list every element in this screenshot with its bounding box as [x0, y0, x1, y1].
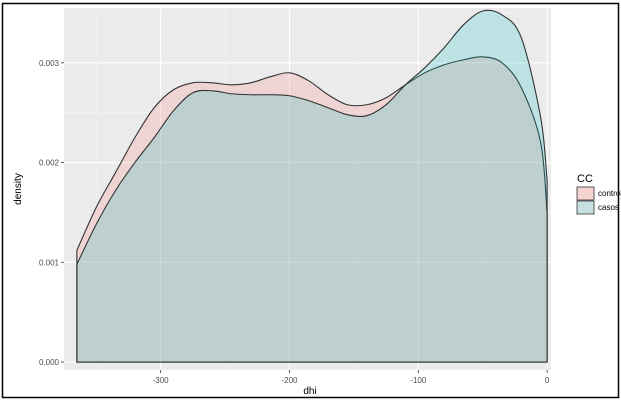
- x-axis-title: dhi: [303, 386, 316, 397]
- x-tick-label: -100: [410, 376, 427, 385]
- legend-key-control: [576, 186, 595, 201]
- x-tick-label: -300: [153, 376, 170, 385]
- y-tick-label: 0.002: [39, 159, 60, 168]
- x-axis: -300 -200 -100 0: [153, 370, 550, 385]
- y-axis-title: density: [13, 173, 24, 205]
- density-areas: [76, 9, 548, 363]
- plot-panel: [64, 8, 551, 370]
- x-tick-label: 0: [545, 376, 550, 385]
- y-tick-label: 0.003: [39, 59, 60, 68]
- x-tick-label: -200: [281, 376, 298, 385]
- y-tick-label: 0.001: [39, 258, 60, 267]
- legend-title: CC: [577, 173, 593, 185]
- y-axis: 0.000 0.001 0.002 0.003: [39, 59, 64, 367]
- legend-key-casos: [576, 200, 595, 215]
- legend-label-casos: casos: [598, 203, 619, 212]
- legend-label-control: control: [598, 189, 621, 198]
- legend: CC control casos: [576, 173, 621, 215]
- density-area-casos: [76, 9, 548, 363]
- density-area-control: [76, 56, 548, 363]
- y-tick-label: 0.000: [39, 358, 60, 367]
